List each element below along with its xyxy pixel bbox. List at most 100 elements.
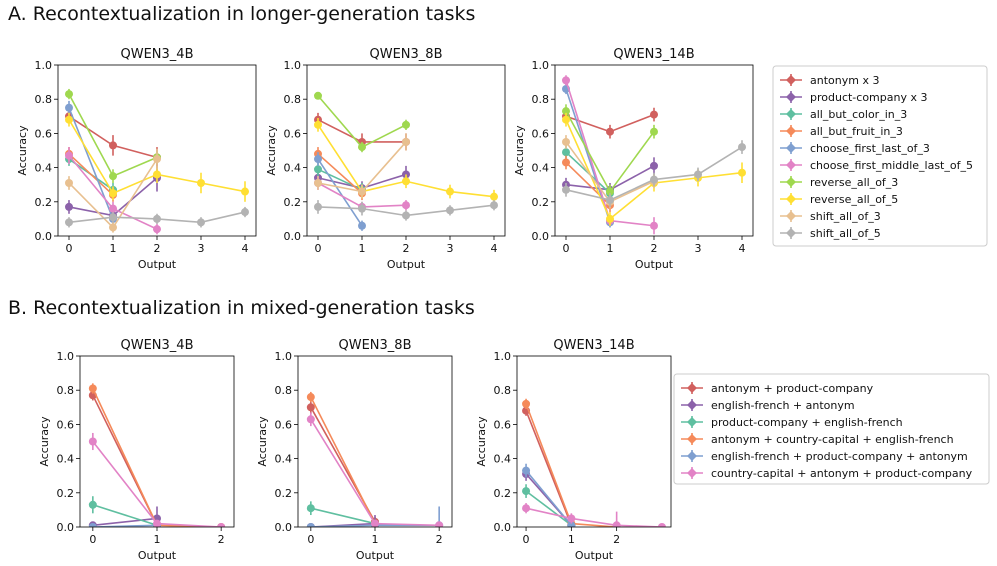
data-point [306,504,315,513]
data-point [109,189,117,198]
legend-item: reverse_all_of_3 [780,176,898,189]
x-tick-label: 0 [563,242,570,255]
data-point [562,115,570,124]
legend-item: all_but_fruit_in_3 [780,125,903,138]
panel-title: QWEN3_8B [339,338,412,353]
y-tick-label: 0.0 [275,521,293,534]
legend-item: shift_all_of_5 [780,227,881,240]
data-point [109,213,117,222]
data-point [65,178,73,187]
legend-label: reverse_all_of_5 [810,193,898,206]
legend-marker [687,400,697,410]
series-line [68,153,114,196]
data-point [314,165,322,174]
series-shift-all-of-5 [562,140,746,207]
data-point [522,399,531,408]
data-point [65,103,73,112]
data-point [371,519,379,527]
x-tick-label: 2 [651,242,658,255]
legend-item: shift_all_of_3 [780,210,881,223]
y-tick-label: 1.0 [275,350,293,363]
data-point [650,175,658,184]
data-point [153,155,161,164]
series-reverse-all-of-5 [314,118,498,204]
x-tick-label: 4 [739,242,746,255]
data-point [567,521,576,527]
data-point [109,141,117,150]
series-antonym-country-capital-english-french [306,391,379,527]
series-product-company-english-french [522,484,576,527]
data-point [88,523,97,527]
series-line [317,153,363,194]
series-line [525,403,617,527]
legend-item: antonym + product-company [681,382,874,395]
legend-b: antonym + product-company english-french … [673,373,990,485]
chart-b-qwen3_8b: QWEN3_8B 0.0 0.2 0.4 0.6 0.8 1.0 0 1 2 Output Accur… [256,338,453,562]
data-point [650,110,658,119]
legend-frame [772,65,988,247]
y-tick-label: 1.0 [284,59,302,72]
y-tick-label: 0.0 [35,230,53,243]
axes-frame [297,355,453,528]
data-point [314,202,322,211]
data-point [612,521,621,527]
y-axis-label: Accuracy [475,416,488,467]
data-point [306,415,315,424]
series-shift-all-of-5 [65,206,249,228]
y-axis-label: Accuracy [265,125,278,176]
y-tick-label: 0.2 [532,196,550,209]
x-tick-label: 1 [154,533,161,546]
panel-title: QWEN3_14B [613,47,694,62]
chart-a-qwen3_4b: QWEN3_4B 0.0 0.2 0.4 0.6 0.8 1.0 0 1 2 3 4 Output Acc… [16,47,257,271]
series-shift-all-of-3 [314,133,410,199]
data-point [490,201,498,210]
data-point [153,214,161,223]
legend-label: choose_first_last_of_3 [810,142,930,155]
data-point [402,211,410,220]
legend-frame [673,373,990,485]
data-point [402,177,410,186]
data-point [446,187,454,196]
legend-label: country-capital + antonym + product-comp… [711,467,973,480]
data-point [522,466,531,475]
data-point [306,393,315,402]
charts-layer: QWEN3_4B 0.0 0.2 0.4 0.6 0.8 1.0 0 1 2 3 4 Output Acc… [16,47,754,562]
series-country-capital-antonym-product-company [88,432,226,527]
x-tick-label: 1 [110,242,117,255]
y-tick-label: 0.2 [494,487,512,500]
y-axis-label: Accuracy [16,125,29,176]
legend-marker [786,160,796,170]
x-tick-label: 2 [403,242,410,255]
y-tick-label: 0.0 [57,521,75,534]
legend-label: product-company + english-french [711,416,903,429]
legend-label: all_but_fruit_in_3 [810,125,903,138]
data-point [606,187,614,196]
legend-marker [786,177,796,187]
series-antonym-product-company [522,405,576,527]
axes-frame [306,64,506,237]
data-point [522,504,531,513]
data-point [153,519,161,527]
y-tick-label: 0.6 [494,418,512,431]
data-point [65,115,73,124]
x-tick-label: 1 [372,533,379,546]
legend-marker [687,434,697,444]
plot-area [562,75,746,235]
section-a-title: A. Recontextualization in longer-generat… [8,3,475,25]
plot-area [314,91,498,231]
x-axis-label: Output [575,549,614,562]
x-axis-label: Output [138,549,177,562]
panel-title: QWEN3_4B [121,47,194,62]
data-point [358,204,366,213]
data-point [606,127,614,136]
y-tick-label: 0.8 [35,93,53,106]
data-point [88,384,97,393]
data-point [88,437,97,446]
series-line [317,158,363,227]
y-tick-label: 0.0 [284,230,302,243]
legend-marker [687,468,697,478]
data-point [562,107,570,116]
series-choose-first-middle-last-of-5 [65,147,161,235]
data-point [65,151,73,160]
data-point [314,155,322,164]
